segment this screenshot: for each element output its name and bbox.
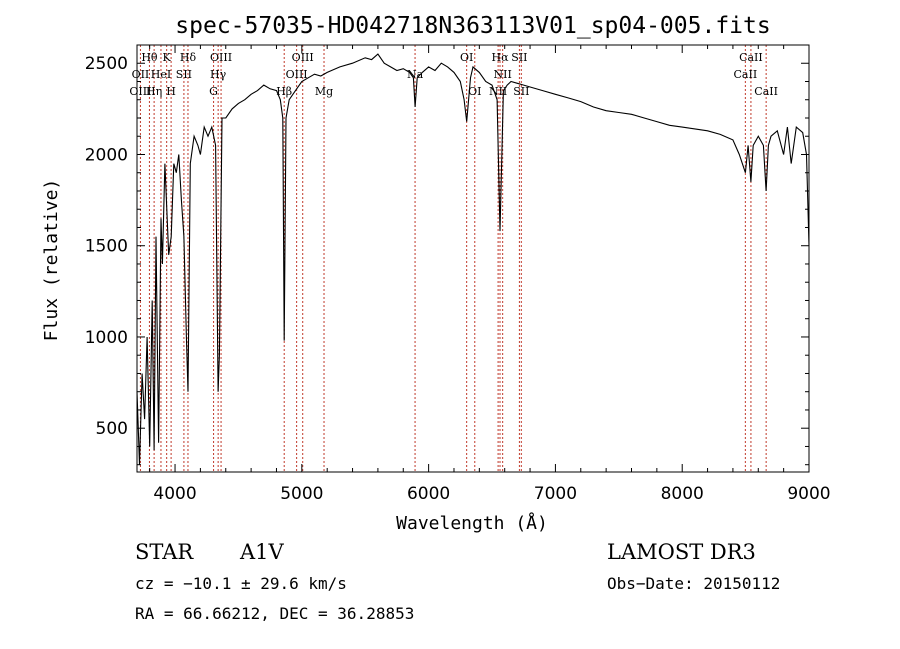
y-tick-label: 2000 [85, 145, 128, 165]
x-axis-label: Wavelength (Å) [396, 512, 548, 534]
line-label-nii: NII [489, 85, 507, 98]
flux-series-line [136, 53, 810, 465]
redshift-velocity: cz = −10.1 ± 29.6 km/s [135, 574, 347, 593]
y-tick-label: 1500 [85, 237, 128, 257]
x-tick-label: 6000 [407, 484, 450, 504]
line-label-caii: CaII [739, 51, 763, 64]
line-label-mg: Mg [315, 85, 333, 98]
line-label-hei: HeI [151, 68, 171, 81]
line-label-oi: OI [468, 85, 481, 98]
y-tick-label: 500 [96, 419, 128, 439]
y-axis: 500 1000 1500 2000 2500 [85, 54, 809, 466]
x-tick-label: 5000 [280, 484, 323, 504]
line-label-h: H [166, 85, 176, 98]
line-label-sii: SII [511, 51, 527, 64]
line-label-caii: CaII [754, 85, 778, 98]
line-label-hη: Hη [146, 85, 162, 98]
line-label-oiii: OIII [286, 68, 308, 81]
line-label-sii: SII [176, 68, 192, 81]
line-label-oiii: OIII [129, 85, 151, 98]
chart-title: spec-57035-HD042718N363113V01_sp04-005.f… [175, 13, 770, 39]
line-label-oiii: OIII [210, 51, 232, 64]
line-label-k: K [163, 51, 172, 64]
observation-date: Obs−Date: 20150112 [607, 574, 781, 593]
line-label-caii: CaII [734, 68, 758, 81]
y-tick-label: 1000 [85, 328, 128, 348]
line-label-hδ: Hδ [180, 51, 197, 64]
line-label-oiii: OIII [292, 51, 314, 64]
line-label-na: Na [407, 68, 424, 81]
line-label-nii: NII [494, 68, 512, 81]
plot-frame [136, 44, 810, 473]
x-tick-label: 8000 [661, 484, 704, 504]
line-label-hβ: Hβ [276, 85, 292, 98]
line-label-hθ: Hθ [141, 51, 158, 64]
line-label-g: G [209, 85, 218, 98]
x-tick-label: 4000 [153, 484, 196, 504]
y-tick-label: 2500 [85, 54, 128, 74]
x-axis: 4000 5000 6000 7000 8000 9000 [149, 45, 831, 504]
x-tick-label: 7000 [534, 484, 577, 504]
y-axis-label: Flux (relative) [41, 179, 62, 342]
spectral-subclass: A1V [240, 540, 284, 564]
line-label-oi: OI [460, 51, 473, 64]
line-label-sii: SII [513, 85, 529, 98]
line-label-hα: Hα [491, 51, 509, 64]
survey-name: LAMOST DR3 [607, 540, 756, 564]
x-tick-label: 9000 [787, 484, 830, 504]
line-label-hγ: Hγ [210, 68, 227, 81]
emission-line-markers [139, 45, 767, 472]
line-label-oii: OII [132, 68, 150, 81]
object-type: STAR [135, 540, 194, 564]
sky-coordinates: RA = 66.66212, DEC = 36.28853 [135, 604, 415, 623]
